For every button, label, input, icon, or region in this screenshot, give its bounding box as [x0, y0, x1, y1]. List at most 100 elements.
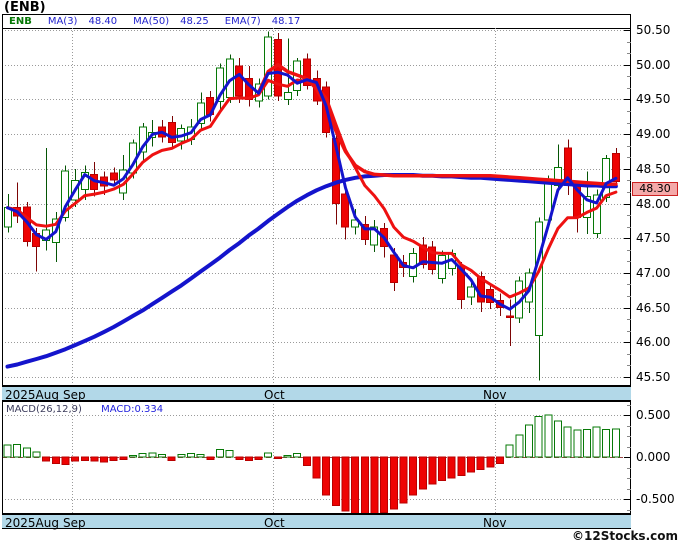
macd-bar [582, 428, 591, 458]
macd-bar [109, 456, 118, 461]
candle-up [583, 196, 591, 218]
macd-bar [186, 453, 195, 458]
month-axis-band-price: 2025Aug Sep Oct Nov [2, 386, 631, 402]
macd-bar [158, 453, 167, 458]
red-trend-line [256, 62, 618, 186]
candle-up [351, 219, 359, 228]
macd-bar [467, 456, 476, 473]
price-legend: ENB MA(3) 48.40 MA(50) 48.25 EMA(7) 48.1… [2, 14, 631, 29]
month-label: 2025Aug [5, 388, 59, 402]
month-axis-band-macd: 2025Aug Sep Oct Nov [2, 514, 631, 530]
candle-up [197, 102, 205, 125]
macd-bar [331, 456, 340, 507]
price-axis-label: 50.50 [636, 23, 671, 37]
macd-bar [438, 456, 447, 482]
macd-bar [370, 456, 379, 514]
macd-bar [505, 444, 514, 458]
macd-bar [544, 414, 553, 458]
month-label: Oct [264, 388, 285, 402]
macd-bar [515, 434, 524, 458]
price-panel-border [2, 14, 631, 386]
macd-bar [196, 453, 205, 458]
macd-bar [264, 452, 273, 458]
macd-bar [138, 453, 147, 458]
macd-bar [244, 456, 253, 461]
macd-bar [215, 448, 224, 458]
candle-up [61, 170, 69, 218]
macd-bar [486, 456, 495, 468]
price-axis-label: 47.00 [636, 266, 671, 280]
macd-bar [563, 426, 572, 458]
candle-down [168, 121, 176, 143]
macd-bar [457, 456, 466, 476]
macd-bar [592, 426, 601, 458]
price-axis-label: 49.50 [636, 92, 671, 106]
last-price-badge: 48.30 [632, 182, 678, 196]
macd-bar [3, 444, 12, 458]
candle-up [535, 221, 543, 336]
macd-bar [418, 456, 427, 490]
macd-bar [428, 456, 437, 485]
macd-bar [22, 447, 31, 458]
candle-down [110, 172, 118, 181]
macd-bar [360, 456, 369, 515]
candle-down [361, 223, 369, 241]
macd-bar [409, 456, 418, 496]
price-axis-label: 46.00 [636, 335, 671, 349]
price-axis-label: 46.50 [636, 301, 671, 315]
legend-ma50-label: MA(50) [133, 16, 170, 27]
price-axis-label: 48.00 [636, 197, 671, 211]
macd-bar [602, 428, 611, 458]
macd-bar [206, 456, 215, 461]
macd-bar [32, 451, 41, 458]
macd-bar [119, 456, 128, 461]
candle-up [593, 194, 601, 234]
candle-down [235, 65, 243, 97]
ema7-line [6, 78, 618, 299]
month-label: Nov [483, 388, 507, 402]
price-axis-label: 47.50 [636, 231, 671, 245]
macd-bar [235, 456, 244, 461]
macd-bar [61, 456, 70, 466]
candle-down [341, 193, 349, 228]
macd-bar [254, 456, 263, 461]
month-label: Sep [63, 516, 86, 530]
macd-bar [148, 452, 157, 458]
candle-down [506, 315, 514, 318]
macd-bar [380, 456, 389, 513]
macd-bar [476, 456, 485, 471]
macd-bar [80, 456, 89, 461]
macd-bar [100, 456, 109, 463]
macd-bar [302, 456, 311, 466]
ma3-line [6, 70, 618, 311]
macd-bar [399, 456, 408, 504]
macd-legend: MACD(26,12,9) MACD:0.334 [6, 404, 163, 415]
macd-axis-label: 0.500 [636, 408, 671, 422]
macd-label: MACD(26,12,9) [6, 404, 82, 415]
candle-up [370, 226, 378, 246]
macd-axis-label: 0.000 [636, 450, 671, 464]
macd-bar [496, 456, 505, 465]
macd-bar [534, 416, 543, 458]
macd-bar [322, 456, 331, 496]
candle-up [216, 67, 224, 102]
macd-bar [177, 453, 186, 458]
macd-bar [293, 453, 302, 458]
price-axis-label: 48.50 [636, 162, 671, 176]
candle-up [284, 91, 292, 100]
macd-bar [389, 456, 398, 510]
macd-bar [524, 424, 533, 458]
candle-up [4, 207, 12, 228]
macd-bar [573, 429, 582, 458]
legend-ma3-label: MA(3) [47, 16, 78, 27]
candle-up [467, 286, 475, 298]
price-axis-label: 49.00 [636, 127, 671, 141]
macd-bar [273, 456, 282, 460]
legend-ma50-value: 48.25 [180, 16, 209, 27]
macd-bar [42, 456, 51, 462]
candle-down [303, 58, 311, 87]
legend-ema7-label: EMA(7) [224, 16, 261, 27]
macd-bar [71, 456, 80, 462]
candle-down [390, 254, 398, 284]
macd-bar [167, 456, 176, 461]
